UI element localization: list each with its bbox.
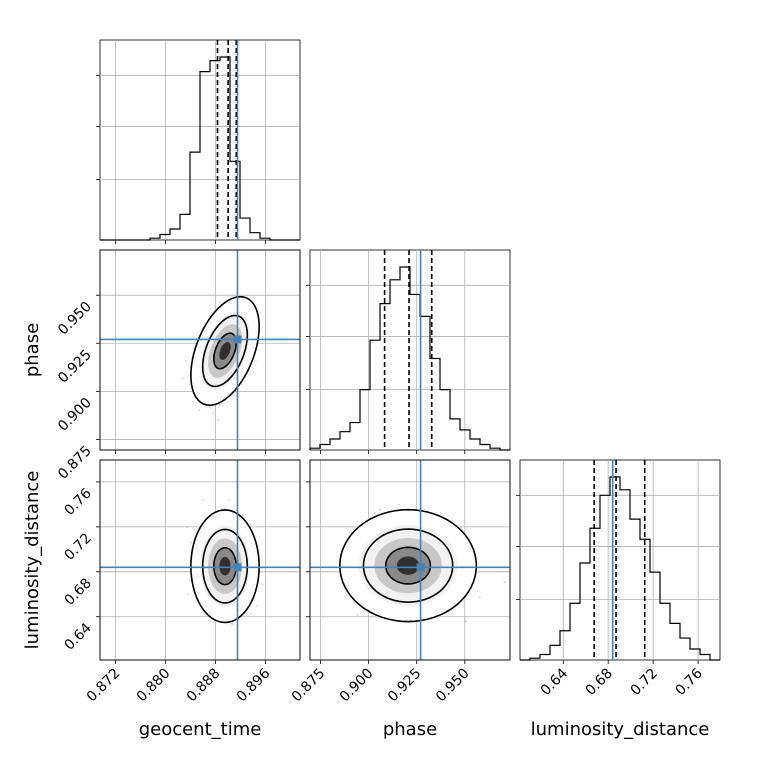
x-tick-label: 0.875 bbox=[289, 666, 329, 706]
x-tick-label: 0.900 bbox=[337, 666, 377, 706]
sample-point bbox=[218, 403, 221, 406]
x-tick-label: 0.72 bbox=[628, 666, 661, 699]
contour-line bbox=[213, 546, 237, 586]
x-tick-label: 0.76 bbox=[673, 665, 706, 698]
density-layer bbox=[186, 498, 264, 625]
panel-frame-top bbox=[99, 249, 301, 451]
sample-point bbox=[460, 526, 462, 528]
x-tick-label: 0.68 bbox=[583, 666, 616, 699]
sample-point bbox=[186, 526, 188, 529]
x-axis-label-geocent-time: geocent_time bbox=[139, 719, 262, 740]
contour-line bbox=[201, 528, 249, 604]
sample-point bbox=[241, 514, 244, 517]
sample-point bbox=[259, 311, 262, 314]
truth-marker bbox=[416, 563, 425, 572]
sample-point bbox=[212, 412, 215, 415]
sample-point bbox=[181, 377, 184, 380]
sample-point bbox=[464, 620, 467, 623]
contour-line bbox=[384, 546, 432, 585]
panel-scatter-geocent-time-phase: 0.875 0.900 0.925 0.950 bbox=[55, 249, 301, 483]
x-axis-label-luminosity-distance: luminosity_distance bbox=[531, 719, 710, 740]
sample-point bbox=[184, 359, 187, 362]
x-tick-label: 0.896 bbox=[234, 665, 274, 705]
y-tick-label: 0.76 bbox=[61, 485, 94, 518]
sample-point bbox=[209, 407, 212, 409]
sample-point bbox=[228, 498, 231, 501]
sample-point bbox=[255, 605, 258, 608]
y-axis-label-phase: phase bbox=[22, 323, 43, 377]
density-shade bbox=[219, 342, 231, 360]
sample-point bbox=[397, 503, 400, 506]
sample-point bbox=[201, 499, 204, 502]
x-tick-label: 0.925 bbox=[385, 666, 425, 706]
sample-point bbox=[478, 596, 481, 599]
panel-hist-geocent-time bbox=[96, 39, 301, 244]
panel-frame-top bbox=[309, 459, 511, 661]
panel-frame-top bbox=[99, 459, 301, 661]
sample-point bbox=[231, 623, 233, 625]
sample-point bbox=[261, 583, 264, 586]
sample-point bbox=[249, 372, 252, 375]
contour-line bbox=[190, 295, 260, 407]
panel-frame bbox=[519, 459, 721, 661]
density-layer bbox=[181, 295, 262, 421]
y-tick-label: 0.925 bbox=[55, 347, 95, 387]
sample-point bbox=[373, 512, 376, 514]
panel-scatter-geocent-time-luminosity-distance: 0.872 0.880 0.888 0.896 0.64 0.68 0.72 0.76 bbox=[61, 459, 301, 706]
panel-frame bbox=[309, 249, 511, 451]
sample-point bbox=[192, 400, 195, 403]
sample-point bbox=[208, 406, 211, 408]
sample-point bbox=[186, 593, 189, 595]
contour-line bbox=[190, 509, 260, 624]
y-tick-label: 0.68 bbox=[61, 575, 94, 608]
y-tick-label: 0.900 bbox=[55, 395, 95, 435]
sample-point bbox=[198, 408, 201, 411]
y-tick-label: 0.64 bbox=[61, 620, 94, 653]
y-axis-label-luminosity-distance: luminosity_distance bbox=[22, 471, 43, 650]
panel-scatter-phase-luminosity-distance: 0.875 0.900 0.925 0.950 bbox=[289, 459, 511, 706]
y-tick-label: 0.950 bbox=[55, 299, 95, 339]
sample-point bbox=[503, 581, 506, 584]
density-shade bbox=[396, 556, 420, 575]
hist-step-geocent-time bbox=[100, 56, 300, 241]
density-layer bbox=[338, 503, 506, 623]
contour-line bbox=[338, 508, 478, 623]
contour-line bbox=[362, 528, 454, 603]
x-tick-label: 0.888 bbox=[184, 666, 224, 706]
sample-point bbox=[219, 301, 221, 304]
sample-point bbox=[379, 508, 381, 511]
sample-point bbox=[212, 621, 215, 623]
sample-point bbox=[217, 418, 220, 421]
truth-marker bbox=[233, 563, 242, 572]
truth-marker bbox=[233, 335, 242, 344]
sample-point bbox=[190, 541, 193, 544]
x-tick-label: 0.64 bbox=[538, 665, 571, 698]
panel-hist-phase bbox=[306, 249, 511, 454]
sample-point bbox=[249, 612, 252, 615]
hist-step-phase bbox=[309, 266, 510, 451]
x-axis-label-phase: phase bbox=[383, 719, 437, 740]
y-tick-label: 0.72 bbox=[61, 530, 94, 563]
x-tick-label: 0.880 bbox=[134, 666, 174, 706]
contour-line bbox=[201, 314, 249, 388]
density-shade bbox=[219, 556, 231, 576]
panel-hist-luminosity-distance: 0.64 0.68 0.72 0.76 bbox=[516, 459, 721, 699]
hist-step-luminosity-distance bbox=[520, 476, 720, 661]
x-tick-label: 0.872 bbox=[84, 666, 124, 706]
sample-point bbox=[254, 359, 257, 362]
x-tick-label: 0.950 bbox=[433, 666, 473, 706]
panel-frame bbox=[99, 39, 301, 241]
sample-point bbox=[356, 614, 359, 616]
y-tick-label: 0.875 bbox=[55, 443, 95, 483]
